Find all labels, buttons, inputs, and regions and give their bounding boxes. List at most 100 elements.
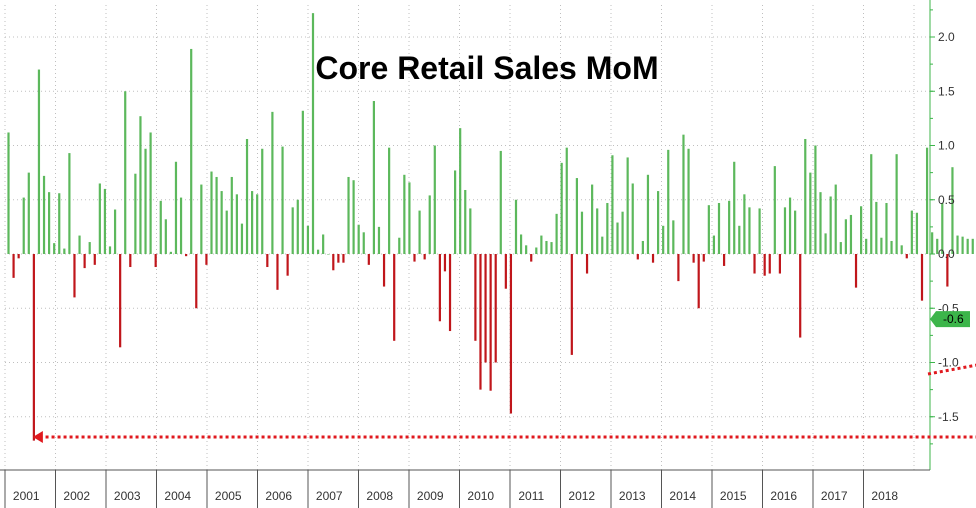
bar <box>712 235 716 254</box>
bar <box>484 254 487 363</box>
bar <box>98 183 101 254</box>
bar <box>540 235 543 254</box>
bar <box>692 254 695 263</box>
bar <box>672 220 675 254</box>
bar <box>418 210 421 254</box>
bar <box>149 132 152 254</box>
bar <box>707 205 710 254</box>
bar <box>636 254 639 260</box>
bar <box>240 223 244 254</box>
x-tick-label: 2008 <box>366 489 393 503</box>
bar <box>195 254 198 309</box>
bar <box>682 134 685 254</box>
bar <box>667 149 670 254</box>
bar <box>428 195 431 254</box>
bar <box>154 254 157 268</box>
bar <box>773 166 776 254</box>
bar <box>179 197 183 254</box>
bar <box>215 176 218 254</box>
bar <box>413 254 416 262</box>
y-tick-label: 0.0 <box>938 247 955 261</box>
bars <box>7 13 974 441</box>
bar <box>621 211 624 254</box>
chart-title: Core Retail Sales MoM <box>315 50 658 86</box>
bar <box>164 219 167 254</box>
bar <box>788 197 792 254</box>
x-tick-label: 2002 <box>63 489 90 503</box>
bar <box>631 183 634 254</box>
bar <box>205 254 208 265</box>
bar <box>327 254 330 255</box>
bar <box>27 172 30 254</box>
bar <box>611 155 614 254</box>
bar <box>702 254 705 262</box>
bar <box>37 69 41 254</box>
bar <box>860 206 863 254</box>
bar <box>900 245 903 254</box>
bar <box>722 254 726 266</box>
bar <box>875 201 878 254</box>
bar <box>322 234 325 254</box>
bar <box>494 254 497 363</box>
bar <box>235 194 238 254</box>
x-tick-label: 2001 <box>13 489 40 503</box>
bar <box>555 213 558 254</box>
x-tick-label: 2017 <box>821 489 848 503</box>
bar <box>271 111 274 255</box>
bar <box>12 254 15 278</box>
bar <box>763 254 766 276</box>
bar <box>768 254 771 274</box>
bar <box>190 48 193 255</box>
bar <box>479 254 482 390</box>
bar <box>311 13 315 254</box>
x-tick-label: 2012 <box>568 489 595 503</box>
bar <box>728 200 731 254</box>
bar <box>83 254 86 269</box>
bar <box>646 174 650 254</box>
bar <box>794 210 797 254</box>
bar <box>570 254 573 355</box>
bar <box>783 207 787 254</box>
bar <box>651 254 655 263</box>
bar <box>971 238 974 254</box>
bar <box>276 254 279 290</box>
bar <box>144 148 147 254</box>
bar <box>403 174 406 254</box>
bar <box>829 196 832 254</box>
bar <box>677 254 680 282</box>
annotations: -0.6 <box>32 311 976 444</box>
bar <box>885 203 888 254</box>
bar <box>58 193 61 254</box>
bar <box>448 254 452 332</box>
bar <box>367 254 370 265</box>
bar <box>519 234 523 254</box>
bar <box>372 101 375 254</box>
x-tick-label: 2007 <box>316 489 343 503</box>
bar <box>489 254 492 391</box>
bar <box>113 209 117 254</box>
bar <box>443 254 447 272</box>
bar <box>890 240 893 254</box>
bar <box>865 238 868 254</box>
bar <box>225 210 228 254</box>
bar <box>7 132 10 254</box>
bar <box>438 254 441 322</box>
bar <box>753 254 756 274</box>
bar <box>844 219 847 254</box>
bar <box>159 200 162 254</box>
bar <box>895 154 898 254</box>
bar <box>230 176 233 254</box>
bar <box>42 175 46 254</box>
bar <box>169 251 172 254</box>
bar <box>306 225 310 254</box>
bar <box>357 224 360 254</box>
bar <box>377 226 381 254</box>
bar <box>464 189 467 254</box>
bar <box>550 242 553 254</box>
y-axis-ticks: -1.5-1.0-0.50.00.51.01.52.0 <box>930 9 959 445</box>
bar <box>733 161 736 254</box>
y-tick-label: 1.5 <box>938 84 955 98</box>
bar <box>565 147 568 254</box>
x-tick-label: 2006 <box>265 489 292 503</box>
bar <box>758 208 761 254</box>
